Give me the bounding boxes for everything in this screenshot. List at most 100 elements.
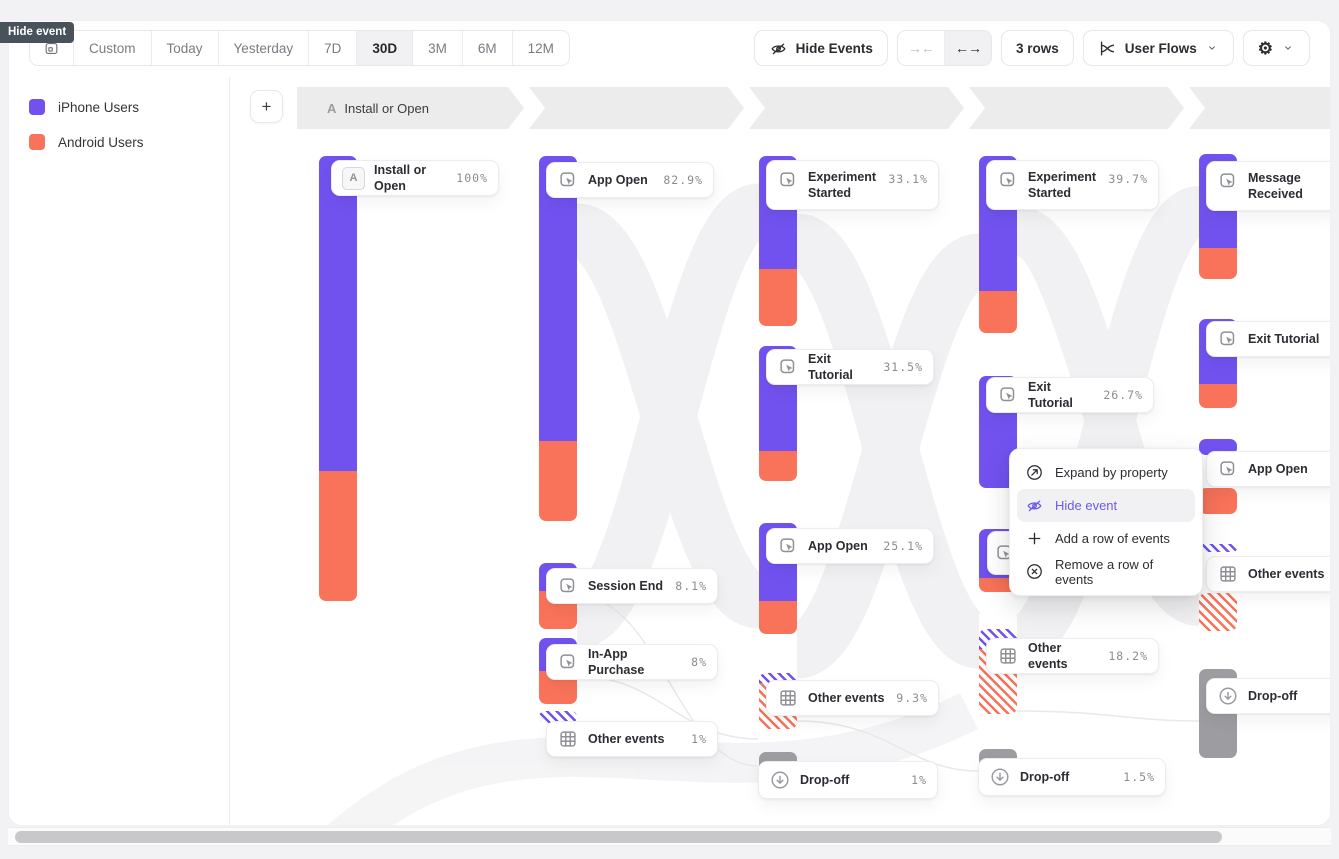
flow-bar-app-open-3-android[interactable] <box>1199 488 1237 514</box>
drop-off-icon <box>989 766 1011 788</box>
node-drop-off-3[interactable]: Drop-off <box>1206 678 1330 714</box>
date-range-yesterday[interactable]: Yesterday <box>217 31 309 65</box>
node-percent: 8% <box>691 655 707 669</box>
toolbar: Custom Today Yesterday 7D 30D 3M 6M 12M … <box>9 21 1330 77</box>
horizontal-scrollbar[interactable] <box>8 827 1331 846</box>
bar-segment-android <box>759 451 797 481</box>
date-range-30d[interactable]: 30D <box>356 31 413 65</box>
node-drop-off[interactable]: Drop-off 1% <box>758 761 938 799</box>
node-percent: 9.3% <box>896 691 928 705</box>
date-range-today[interactable]: Today <box>150 31 218 65</box>
chevron-down-icon <box>1281 41 1295 55</box>
date-range-custom[interactable]: Custom <box>73 31 151 65</box>
date-range-12m[interactable]: 12M <box>511 31 569 65</box>
hide-events-label: Hide Events <box>795 40 873 56</box>
band-segment-5 <box>1189 87 1330 129</box>
rows-label: 3 rows <box>1015 40 1059 56</box>
view-type-dropdown[interactable]: User Flows <box>1082 30 1234 66</box>
date-range-7d[interactable]: 7D <box>308 31 357 65</box>
flow-bar-install-or-open[interactable] <box>319 156 357 601</box>
main-panel: Custom Today Yesterday 7D 30D 3M 6M 12M … <box>8 20 1331 826</box>
node-in-app-purchase[interactable]: In-App Purchase 8% <box>546 644 718 680</box>
legend-label: iPhone Users <box>58 99 140 115</box>
legend-item-iphone-users[interactable]: iPhone Users <box>29 99 229 115</box>
node-other-events-2[interactable]: Other events 9.3% <box>766 680 939 716</box>
node-app-open-2[interactable]: App Open 25.1% <box>766 528 934 564</box>
start-event-label: Install or Open <box>344 100 429 116</box>
circle-x-icon <box>1025 562 1044 581</box>
android-users-swatch <box>29 134 45 150</box>
event-icon <box>777 356 799 378</box>
node-percent: 26.7% <box>1103 388 1143 402</box>
node-label: App Open <box>808 538 868 553</box>
scrollbar-thumb[interactable] <box>15 831 1222 843</box>
node-other-events-3[interactable]: Other events 18.2% <box>986 638 1159 674</box>
band-segment-2 <box>529 87 744 129</box>
rows-button[interactable]: 3 rows <box>1000 30 1074 66</box>
event-icon <box>997 169 1019 191</box>
collapse-columns-button[interactable]: →← <box>897 31 944 65</box>
node-percent: 82.9% <box>663 173 703 187</box>
node-label: Message Received <box>1248 171 1303 202</box>
legend-item-android-users[interactable]: Android Users <box>29 134 229 150</box>
node-label: App Open <box>588 172 648 187</box>
event-icon <box>557 575 579 597</box>
hide-events-button[interactable]: Hide Events <box>753 30 888 66</box>
node-percent: 39.7% <box>1108 172 1148 186</box>
node-label: Other events <box>1248 566 1325 581</box>
node-exit-tutorial-3[interactable]: Exit Tutorial <box>1206 321 1330 357</box>
band-segment-3 <box>749 87 964 129</box>
flow-bar-app-open[interactable] <box>539 156 577 521</box>
bar-segment-android <box>1199 488 1237 514</box>
node-label: Drop-off <box>800 772 850 787</box>
flow-bar-other-events-4-android[interactable] <box>1199 593 1237 631</box>
bar-segment-iphone-hatched <box>759 673 797 683</box>
menu-item-label: Hide event <box>1055 498 1118 513</box>
hide-event-tooltip: Hide event <box>0 22 75 43</box>
band-segment-start[interactable]: A Install or Open <box>297 87 524 129</box>
node-drop-off-2[interactable]: Drop-off 1.5% <box>978 758 1166 796</box>
bar-segment-android <box>979 291 1017 333</box>
user-flows-icon <box>1098 39 1117 58</box>
node-other-events[interactable]: Other events 1% <box>546 721 718 757</box>
node-exit-tutorial[interactable]: Exit Tutorial 31.5% <box>766 349 934 385</box>
node-percent: 8.1% <box>675 579 707 593</box>
node-label: Session End <box>588 578 664 593</box>
other-events-grid-icon <box>777 687 799 709</box>
node-percent: 25.1% <box>883 539 923 553</box>
bar-segment-iphone-hatched <box>1199 544 1237 552</box>
menu-item-hide-event[interactable]: Hide event <box>1017 489 1195 522</box>
drop-off-icon <box>1217 685 1239 707</box>
menu-item-add-row-of-events[interactable]: Add a row of events <box>1017 522 1195 555</box>
node-percent: 33.1% <box>888 172 928 186</box>
node-experiment-started-2[interactable]: Experiment Started 39.7% <box>986 160 1159 210</box>
flow-bar-other-events-4[interactable] <box>1199 544 1237 552</box>
expand-columns-button[interactable]: ←→ <box>943 31 991 65</box>
iphone-users-swatch <box>29 99 45 115</box>
legend-label: Android Users <box>58 134 144 150</box>
event-icon <box>777 535 799 557</box>
add-event-button[interactable]: + <box>250 90 283 123</box>
node-percent: 31.5% <box>883 360 923 374</box>
node-message-received[interactable]: Message Received <box>1206 161 1330 211</box>
node-session-end[interactable]: Session End 8.1% <box>546 568 718 604</box>
bar-segment-android <box>979 578 1017 592</box>
date-range-control: Custom Today Yesterday 7D 30D 3M 6M 12M <box>29 30 570 66</box>
settings-dropdown[interactable]: ⚙ <box>1242 30 1310 66</box>
node-experiment-started[interactable]: Experiment Started 33.1% <box>766 160 939 210</box>
node-exit-tutorial-2[interactable]: Exit Tutorial 26.7% <box>986 377 1154 413</box>
bar-segment-android-hatched <box>1199 593 1237 631</box>
node-app-open[interactable]: App Open 82.9% <box>546 162 714 198</box>
node-install-or-open[interactable]: A Install or Open 100% <box>331 160 499 196</box>
node-other-events-4[interactable]: Other events <box>1206 556 1330 592</box>
event-icon <box>557 651 579 673</box>
menu-item-expand-by-property[interactable]: Expand by property <box>1017 456 1195 489</box>
date-range-3m[interactable]: 3M <box>412 31 462 65</box>
date-range-6m[interactable]: 6M <box>461 31 512 65</box>
node-label: Exit Tutorial <box>808 351 853 382</box>
menu-item-remove-row-of-events[interactable]: Remove a row of events <box>1017 555 1195 588</box>
node-app-open-3[interactable]: App Open <box>1206 451 1330 487</box>
node-label: Install or Open <box>374 162 427 193</box>
node-label: Experiment Started <box>808 170 877 201</box>
gear-icon: ⚙ <box>1257 38 1273 58</box>
